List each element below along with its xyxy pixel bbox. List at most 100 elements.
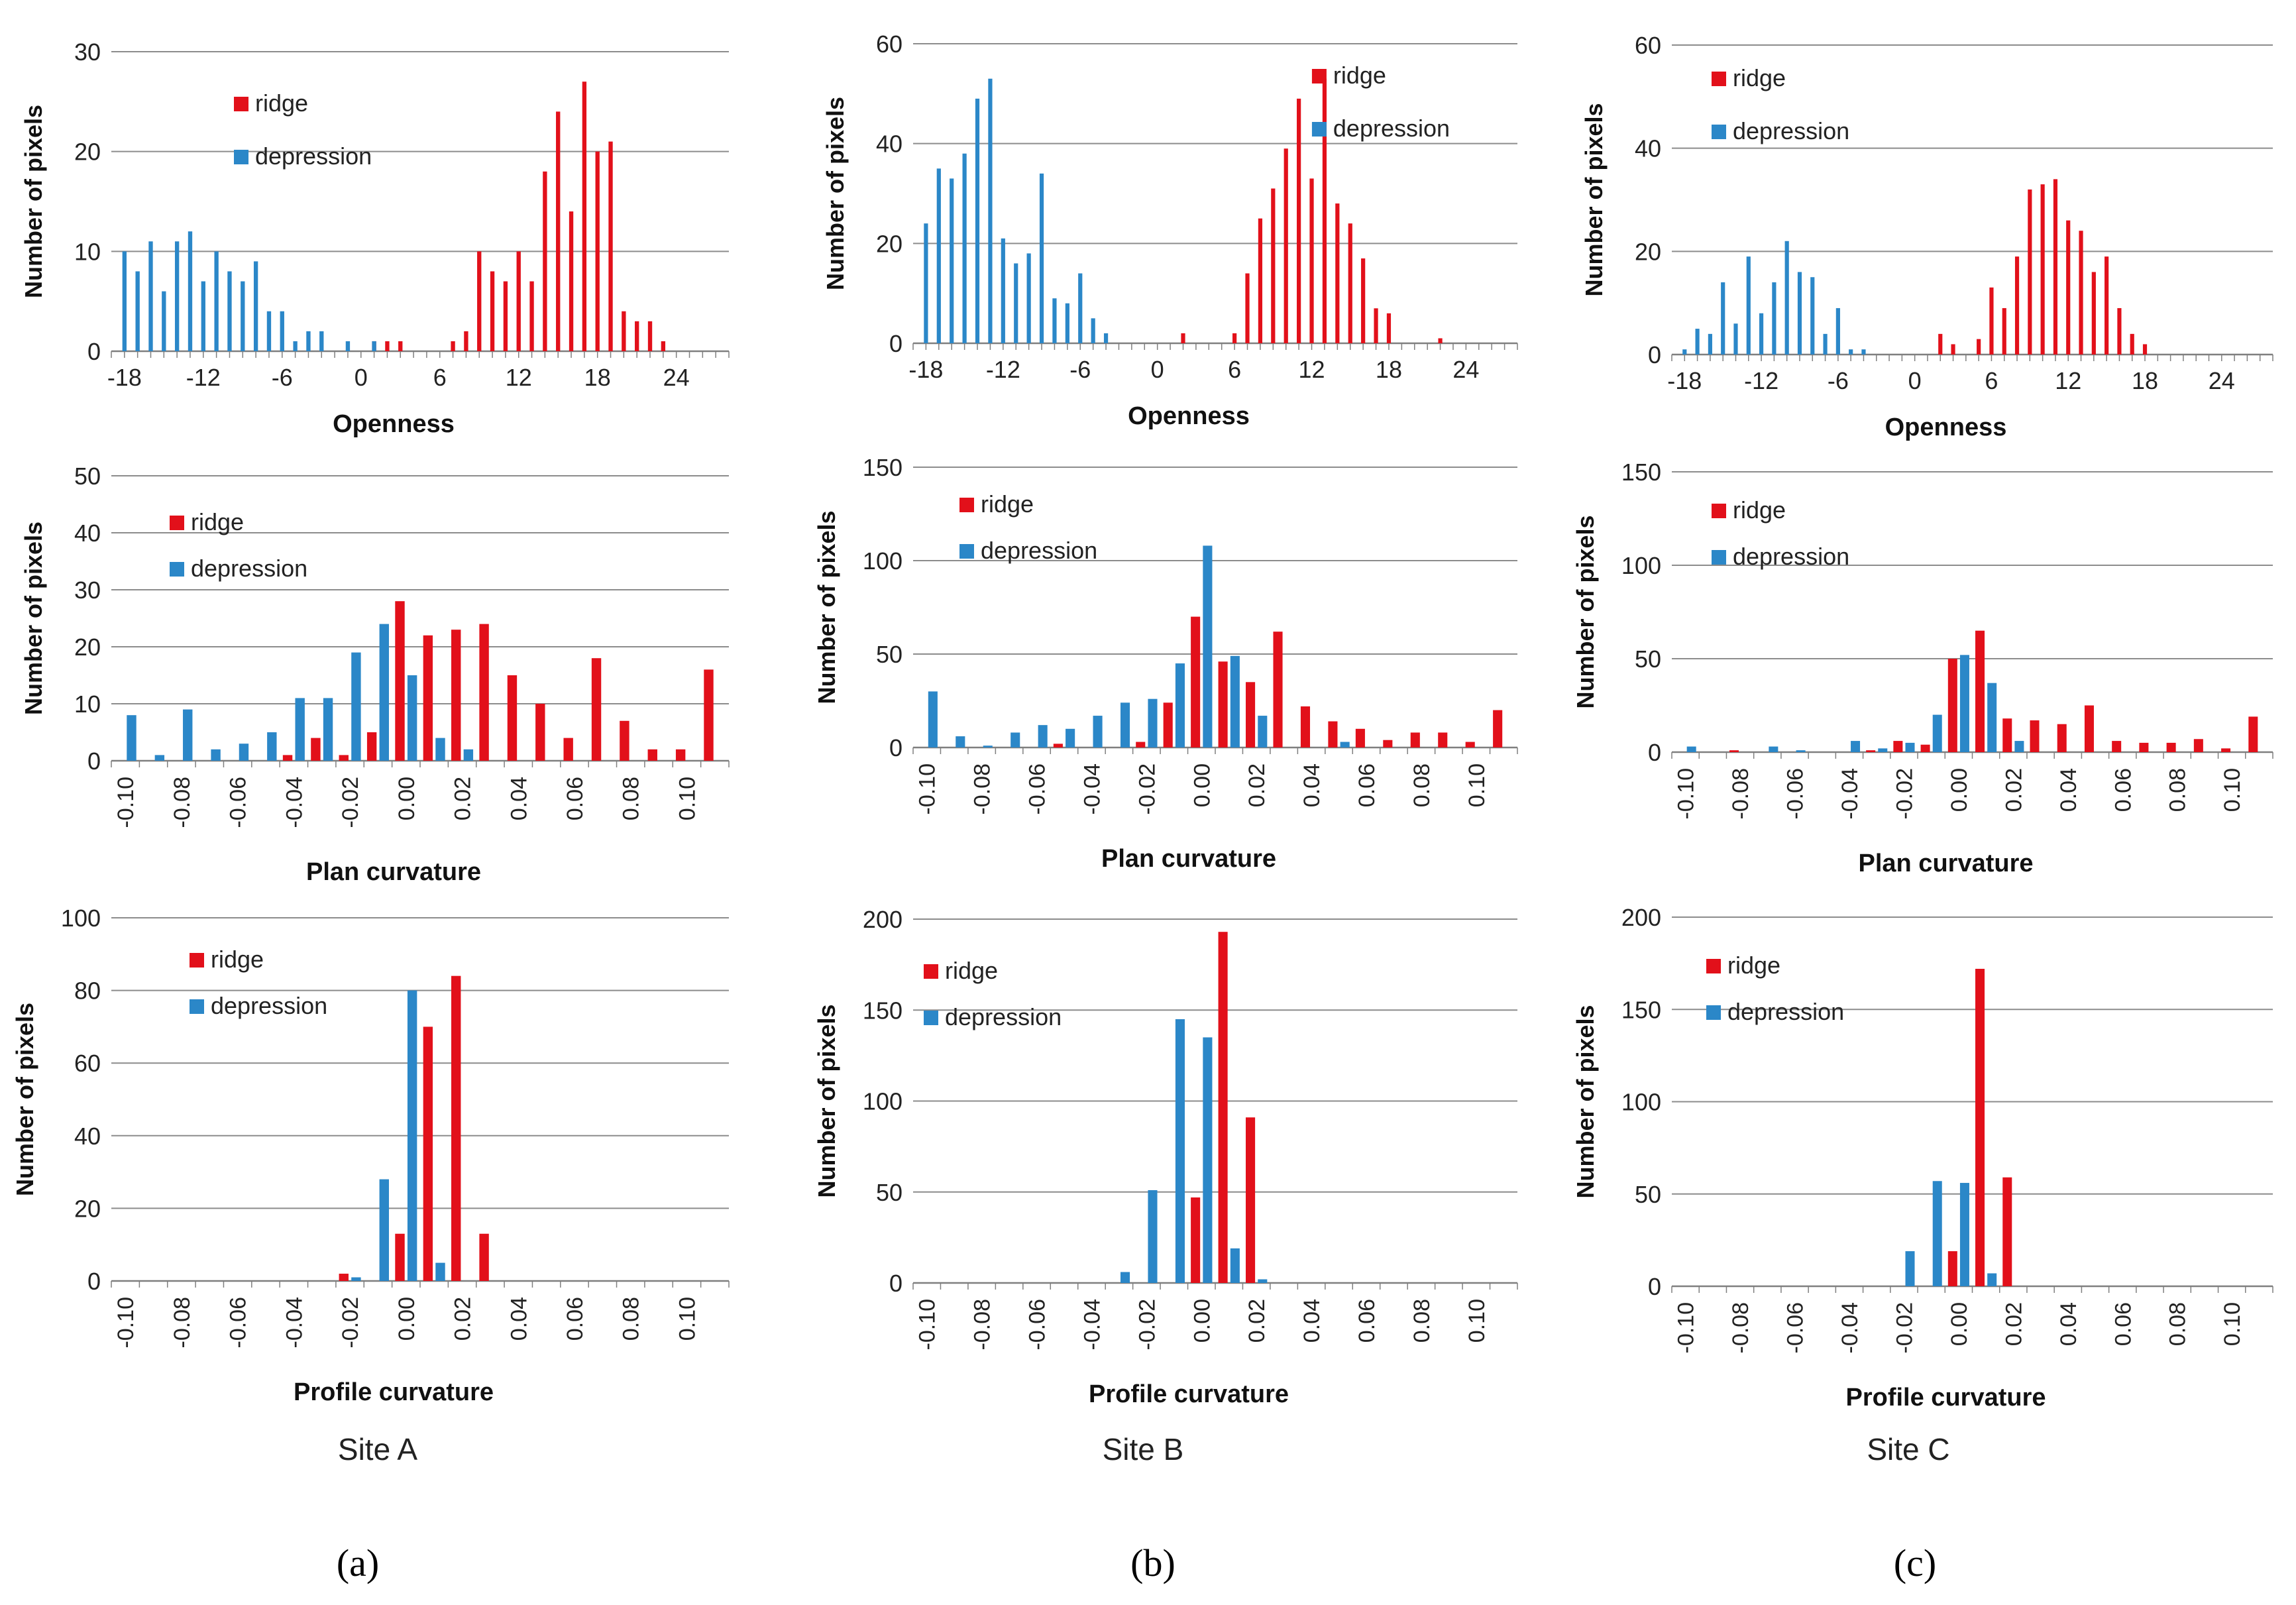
x-tick-label: -0.06: [1783, 768, 1808, 820]
bar-depression: [1861, 349, 1866, 355]
x-tick-label: 18: [1376, 356, 1402, 383]
bar-depression: [1065, 303, 1069, 343]
legend-label-ridge: ridge: [211, 946, 264, 973]
x-axis-title: Openness: [333, 410, 455, 438]
bar-ridge: [1309, 178, 1314, 343]
x-tick-label: -0.10: [915, 1299, 940, 1351]
bar-depression: [1001, 238, 1005, 343]
bar-depression: [293, 341, 298, 351]
chart-A-openness: 0 10 20 30 -18 -12 -6 0 6 12 18 24 Openness Number of…: [20, 38, 730, 438]
bar-ridge: [1335, 203, 1340, 343]
x-tick-label: -6: [1069, 356, 1091, 383]
bar-depression: [1686, 746, 1696, 752]
chart-B-profile: 0 50 100 150 200 -0.10 -0.08 -0.06 -0.04 -0.02 0.0…: [813, 906, 1518, 1408]
bar-ridge: [1218, 932, 1228, 1283]
legend-swatch-ridge: [1712, 72, 1726, 86]
bar-ridge: [1322, 78, 1327, 343]
bar-ridge: [535, 704, 545, 761]
bar-depression: [267, 732, 277, 761]
x-axis-title: Profile curvature: [294, 1378, 494, 1406]
x-tick-label: -12: [186, 364, 221, 391]
bar-depression: [280, 311, 284, 351]
bar-ridge: [423, 635, 433, 761]
bar-ridge: [2142, 344, 2148, 355]
bar-ridge: [395, 1233, 405, 1281]
panel-label-b: (b): [1130, 1541, 1175, 1584]
y-tick-label: 20: [74, 1195, 101, 1222]
bar-depression: [1905, 742, 1915, 752]
bar-ridge: [647, 749, 657, 761]
y-tick-label: 0: [87, 338, 101, 365]
bar-ridge: [591, 658, 602, 761]
bar-depression: [962, 153, 967, 343]
bar-ridge: [464, 331, 468, 351]
x-tick-label: -0.10: [113, 1297, 138, 1349]
legend-swatch-depression: [1712, 550, 1726, 565]
x-tick-label: -0.04: [1837, 768, 1863, 820]
bar-ridge: [2002, 1177, 2012, 1286]
y-axis-title: Number of pixels: [11, 1003, 38, 1196]
x-tick-label: -0.08: [1728, 1302, 1753, 1354]
bar-depression: [1784, 241, 1789, 355]
bar-depression: [1093, 716, 1103, 747]
x-tick-label: 12: [506, 364, 532, 391]
x-tick-label: -0.10: [1674, 1302, 1699, 1354]
chart-B-plan: 0 50 100 150 -0.10 -0.08 -0.06 -0.04 -0.02 0.00 0.…: [813, 454, 1518, 873]
x-axis-title: Plan curvature: [1101, 845, 1276, 873]
x-tick-label: 0.06: [2110, 768, 2136, 812]
y-tick-label: 20: [74, 634, 101, 661]
bar-depression: [1078, 273, 1083, 343]
x-tick-label: -0.10: [113, 777, 138, 828]
bar-depression: [188, 231, 193, 351]
bar-ridge: [620, 720, 629, 761]
y-tick-label: 50: [876, 641, 902, 668]
bar-depression: [1011, 732, 1020, 747]
bar-depression: [183, 709, 193, 761]
bar-ridge: [2105, 256, 2109, 355]
bar-depression: [1721, 282, 1725, 355]
x-tick-label: 0.00: [1947, 768, 1972, 812]
bar-ridge: [2166, 742, 2176, 752]
y-axis-title: Number of pixels: [822, 97, 849, 290]
x-tick-label: 0.04: [1299, 1299, 1325, 1343]
y-tick-label: 40: [876, 131, 902, 158]
x-tick-label: 0.06: [1354, 763, 1380, 807]
bar-depression: [345, 341, 351, 351]
y-tick-label: 30: [74, 38, 101, 66]
legend-swatch-depression: [1706, 1005, 1721, 1020]
bar-depression: [1769, 746, 1778, 752]
bar-ridge: [1191, 1197, 1201, 1283]
legend-label-depression: depression: [191, 555, 307, 582]
y-tick-label: 0: [1648, 1273, 1661, 1300]
bar-depression: [379, 624, 389, 761]
x-tick-label: 0.00: [1189, 763, 1215, 807]
bar-ridge: [398, 341, 403, 351]
y-tick-label: 0: [87, 747, 101, 775]
x-tick-label: 0.10: [675, 777, 700, 820]
x-tick-label: -0.06: [226, 1297, 251, 1349]
y-tick-label: 20: [1635, 238, 1661, 265]
bar-depression: [379, 1179, 389, 1281]
bar-ridge: [1410, 732, 1420, 747]
bar-depression: [351, 652, 361, 761]
y-tick-label: 0: [889, 734, 902, 761]
legend-swatch-depression: [1311, 122, 1327, 137]
x-tick-label: 12: [1299, 356, 1325, 383]
x-axis-title: Plan curvature: [306, 858, 481, 886]
x-tick-label: -6: [1828, 367, 1849, 394]
bar-ridge: [1438, 338, 1443, 343]
bar-depression: [201, 281, 205, 351]
y-tick-label: 50: [1635, 645, 1661, 673]
y-tick-label: 100: [863, 547, 902, 575]
bar-depression: [1746, 256, 1751, 355]
x-tick-label: -0.02: [1892, 768, 1917, 820]
y-axis-title: Number of pixels: [1572, 515, 1599, 708]
bar-depression: [241, 281, 245, 351]
legend-label-depression: depression: [255, 142, 372, 170]
bar-depression: [936, 168, 941, 344]
bar-depression: [1175, 663, 1185, 747]
bar-ridge: [2112, 741, 2122, 752]
legend-swatch-ridge: [1712, 504, 1726, 518]
bar-depression: [1148, 698, 1158, 747]
legend-label-ridge: ridge: [1733, 64, 1786, 91]
